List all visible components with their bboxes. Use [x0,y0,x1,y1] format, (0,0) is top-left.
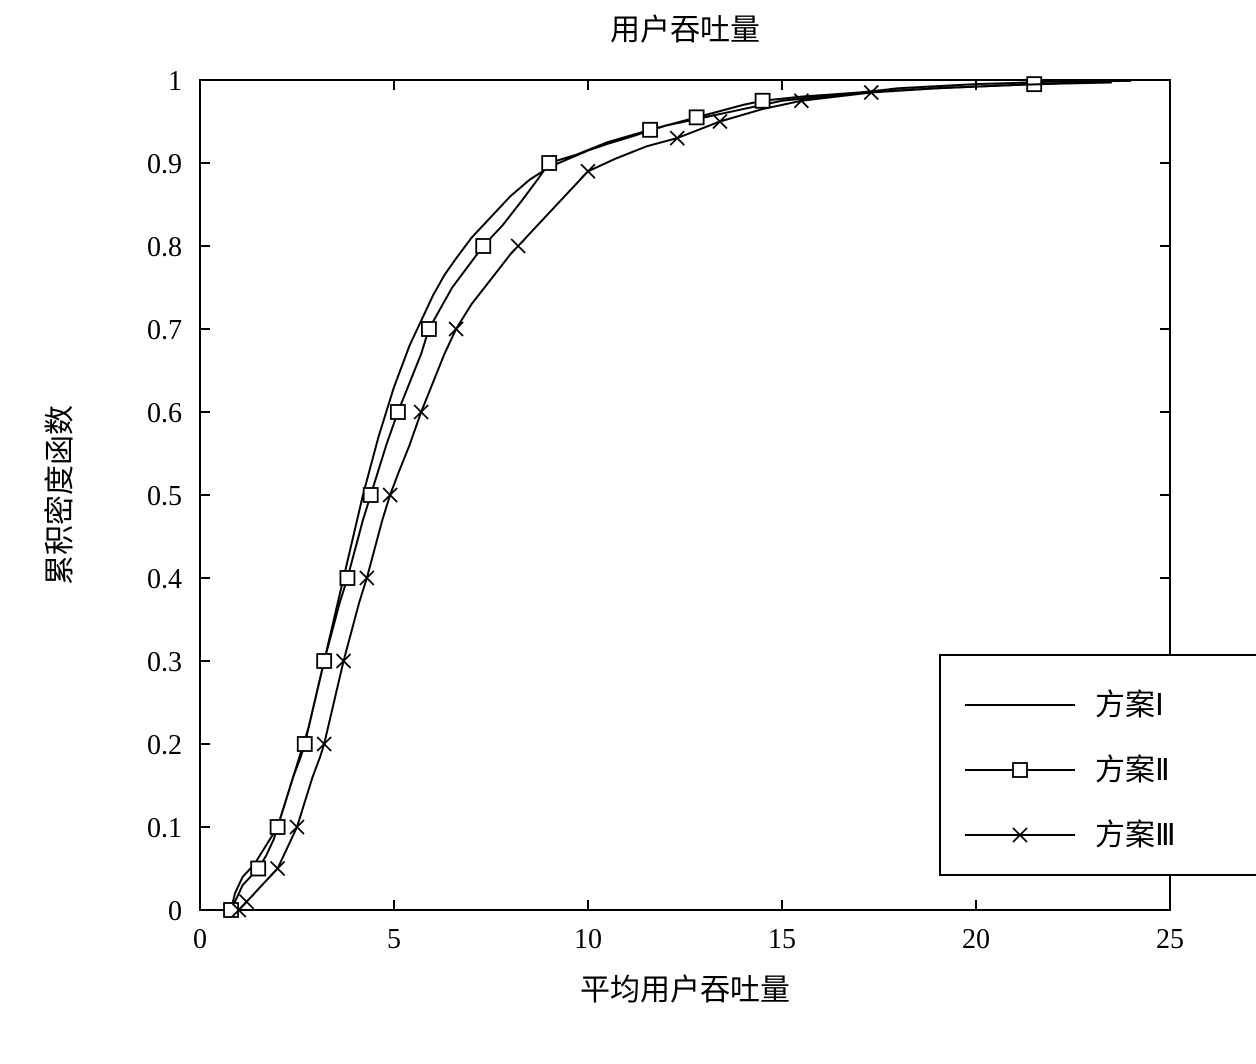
legend-label-3: 方案Ⅲ [1095,819,1176,852]
svg-text:0: 0 [193,924,207,955]
chart-container: 用户吞吐量 0 5 10 15 20 25 0 0.1 0.2 0.3 0.4 0.5 0.6 0.7 0.8… [0,0,1256,1064]
svg-text:25: 25 [1156,924,1184,955]
svg-text:15: 15 [768,924,796,955]
legend-label-2: 方案Ⅱ [1095,754,1170,787]
svg-text:5: 5 [387,924,401,955]
chart-title: 用户吞吐量 [610,14,760,47]
svg-text:0.1: 0.1 [147,813,182,844]
svg-text:0.5: 0.5 [147,481,182,512]
svg-text:0.8: 0.8 [147,232,182,263]
y-axis-label: 累积密度函数 [44,405,77,585]
svg-text:0.4: 0.4 [147,564,182,595]
x-axis-label: 平均用户吞吐量 [580,974,790,1007]
svg-text:20: 20 [962,924,990,955]
legend-label-1: 方案Ⅰ [1095,689,1164,722]
svg-text:0: 0 [168,896,182,927]
svg-text:0.2: 0.2 [147,730,182,761]
svg-text:0.3: 0.3 [147,647,182,678]
svg-text:0.9: 0.9 [147,149,182,180]
svg-text:0.7: 0.7 [147,315,182,346]
svg-text:1: 1 [168,66,182,97]
svg-text:10: 10 [574,924,602,955]
legend: 方案Ⅰ 方案Ⅱ 方案Ⅲ [940,655,1256,875]
svg-text:0.6: 0.6 [147,398,182,429]
cdf-chart: 用户吞吐量 0 5 10 15 20 25 0 0.1 0.2 0.3 0.4 0.5 0.6 0.7 0.8… [0,0,1256,1064]
